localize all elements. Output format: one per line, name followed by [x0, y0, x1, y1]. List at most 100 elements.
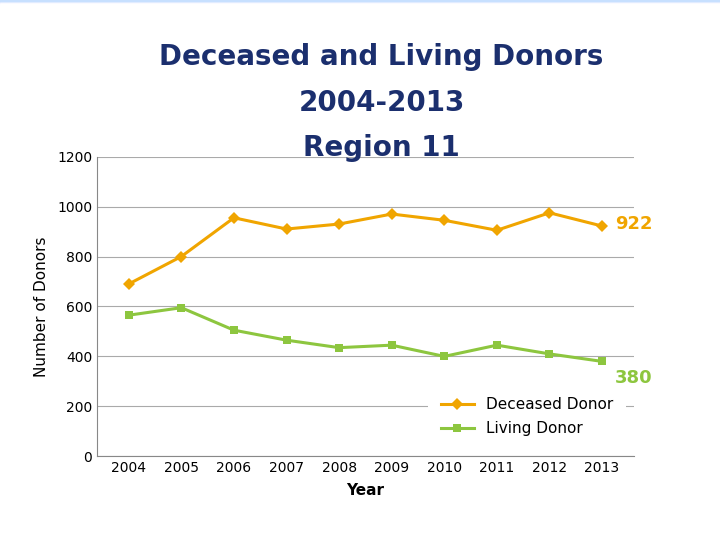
Bar [0, 4, 720, 185]
Bar [0, 4, 720, 216]
Bar [0, 3, 720, 25]
Bar [0, 3, 720, 43]
Bar [0, 4, 720, 191]
Bar [0, 3, 720, 112]
Bar [0, 3, 720, 45]
Deceased Donor [125, 281, 133, 287]
Bar [0, 3, 720, 133]
Bar [0, 4, 720, 202]
Bar [0, 3, 720, 27]
Bar [0, 2, 720, 9]
Deceased Donor [282, 226, 291, 232]
Bar [0, 4, 720, 239]
Bar [0, 4, 720, 158]
Bar [0, 4, 720, 261]
Bar [0, 4, 720, 171]
Bar [0, 3, 720, 122]
Living Donor [545, 350, 554, 357]
Deceased Donor [545, 210, 554, 216]
Bar [0, 3, 720, 131]
Bar [0, 4, 720, 195]
Text: 2004-2013: 2004-2013 [298, 89, 465, 117]
Bar [0, 3, 720, 124]
Legend: Deceased Donor, Living Donor: Deceased Donor, Living Donor [428, 385, 626, 449]
Bar [0, 3, 720, 81]
Bar [0, 2, 720, 6]
Bar [0, 2, 720, 4]
Bar [0, 3, 720, 38]
Living Donor [230, 327, 238, 333]
Bar [0, 3, 720, 97]
Bar [0, 4, 720, 218]
Bar [0, 3, 720, 63]
Bar [0, 3, 720, 68]
Deceased Donor [598, 223, 606, 230]
Bar [0, 3, 720, 29]
Bar [0, 4, 720, 205]
Bar [0, 4, 720, 156]
Bar [0, 4, 720, 198]
Bar [0, 3, 720, 94]
Bar [0, 3, 720, 108]
Text: 922: 922 [615, 214, 653, 233]
Bar [0, 4, 720, 250]
Living Donor [335, 345, 343, 351]
Bar [0, 4, 720, 245]
Bar [0, 3, 720, 106]
Bar [0, 4, 720, 256]
Text: 380: 380 [615, 369, 653, 387]
Bar [0, 3, 720, 102]
Bar [0, 3, 720, 52]
Bar [0, 3, 720, 129]
Bar [0, 3, 720, 83]
Living Donor [282, 337, 291, 343]
Bar [0, 3, 720, 117]
Bar [0, 4, 720, 234]
Bar [0, 3, 720, 119]
Bar [0, 3, 720, 115]
Bar [0, 3, 720, 79]
Bar [0, 4, 720, 259]
Bar [0, 3, 720, 151]
Deceased Donor [492, 227, 501, 233]
Bar [0, 3, 720, 33]
Bar [0, 4, 720, 232]
Bar [0, 3, 720, 74]
Bar [0, 4, 720, 254]
Living Donor [492, 342, 501, 348]
Bar [0, 3, 720, 139]
Bar [0, 4, 720, 168]
Bar [0, 3, 720, 50]
Bar [0, 3, 720, 54]
Bar [0, 4, 720, 173]
Bar [0, 4, 720, 153]
Bar [0, 3, 720, 36]
Deceased Donor [387, 211, 396, 217]
Bar [0, 4, 720, 166]
Text: Region 11: Region 11 [303, 134, 460, 163]
Bar [0, 3, 720, 40]
Bar [0, 3, 720, 92]
Bar [0, 4, 720, 243]
Bar [0, 4, 720, 183]
Bar [0, 3, 720, 110]
Bar [0, 4, 720, 264]
Bar [0, 2, 720, 20]
Bar [0, 3, 720, 31]
Bar [0, 4, 720, 227]
Bar [0, 3, 720, 90]
Bar [0, 4, 720, 222]
Bar [0, 4, 720, 200]
Living Donor [598, 358, 606, 365]
Bar [0, 4, 720, 237]
Bar [0, 4, 720, 178]
Bar [0, 4, 720, 212]
Deceased Donor [177, 253, 186, 260]
Bar [0, 4, 720, 164]
Bar [0, 3, 720, 56]
Y-axis label: Number of Donors: Number of Donors [34, 236, 49, 377]
X-axis label: Year: Year [346, 483, 384, 498]
Bar [0, 4, 720, 229]
Bar [0, 3, 720, 87]
Bar [0, 3, 720, 126]
